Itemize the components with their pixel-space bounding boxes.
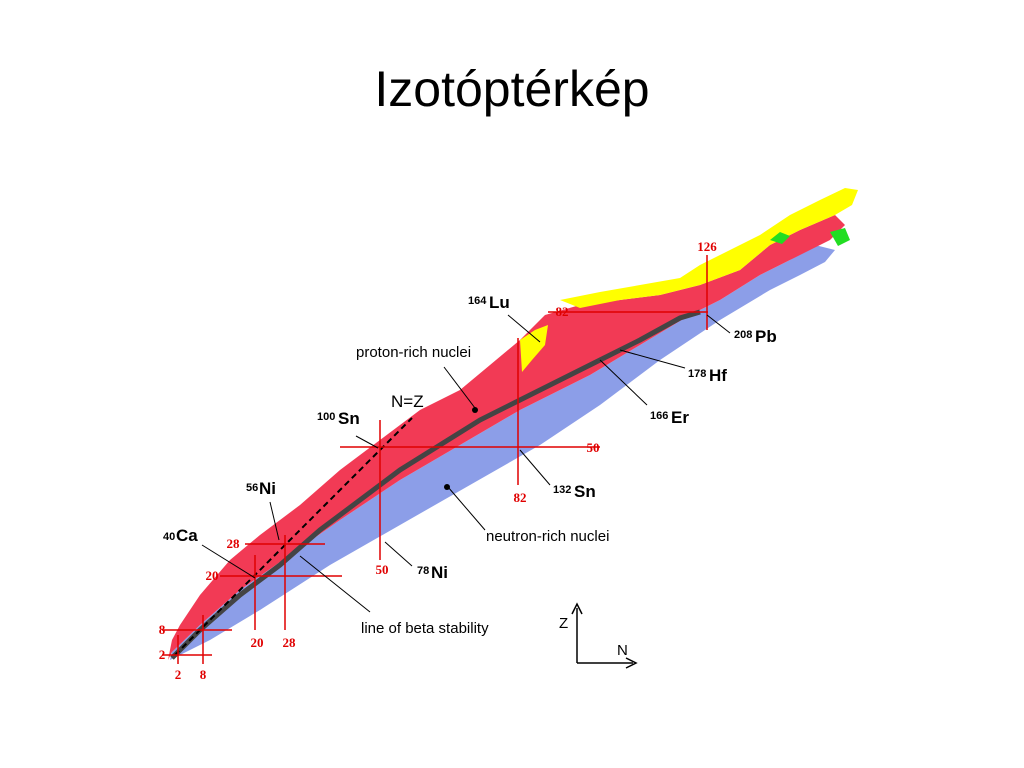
nz-label: N=Z <box>391 392 424 411</box>
magic-n-82: 82 <box>514 490 527 505</box>
magic-n-50: 50 <box>376 562 389 577</box>
magic-z-50: 50 <box>587 440 600 455</box>
svg-text:56: 56 <box>246 482 258 494</box>
svg-text:Sn: Sn <box>338 409 360 428</box>
axis-n-label: N <box>617 642 628 659</box>
neutron-rich-label: neutron-rich nuclei <box>486 528 609 545</box>
nuclide-label-lu164: 164 Lu <box>468 293 510 312</box>
svg-text:132: 132 <box>553 484 571 496</box>
svg-text:Ni: Ni <box>431 563 448 582</box>
green-region <box>770 232 790 244</box>
green-region-2 <box>830 228 850 246</box>
svg-text:Pb: Pb <box>755 327 777 346</box>
nuclide-label-pb208: 208 Pb <box>734 327 777 346</box>
svg-text:Ca: Ca <box>176 526 198 545</box>
neutron-rich-dot <box>444 484 450 490</box>
magic-z-8: 8 <box>159 622 166 637</box>
magic-z-2: 2 <box>159 647 166 662</box>
nuclide-label-sn100: 100 Sn <box>317 409 360 428</box>
nuclide-label-sn132: 132 Sn <box>553 482 596 501</box>
magic-n-20: 20 <box>251 635 264 650</box>
heavy-region <box>560 188 858 308</box>
slide-title: Izotóptérkép <box>374 61 650 117</box>
svg-text:Lu: Lu <box>489 293 510 312</box>
axis-z-label: Z <box>559 615 568 632</box>
heavy-region-left <box>520 325 548 372</box>
magic-n-126: 126 <box>697 239 717 254</box>
svg-text:100: 100 <box>317 411 335 423</box>
proton-rich-region <box>168 215 845 660</box>
svg-text:178: 178 <box>688 368 706 380</box>
proton-rich-dot <box>472 407 478 413</box>
leader-lines <box>201 314 731 613</box>
magic-n-8: 8 <box>200 667 207 682</box>
magic-n-28: 28 <box>283 635 297 650</box>
stability-line <box>170 309 701 660</box>
proton-rich-label: proton-rich nuclei <box>356 344 471 361</box>
svg-text:164: 164 <box>468 295 487 307</box>
nuclide-label-hf178: 178 Hf <box>688 366 727 385</box>
svg-text:Sn: Sn <box>574 482 596 501</box>
axis-indicator <box>571 602 638 669</box>
svg-text:208: 208 <box>734 329 752 341</box>
nuclide-label-ni56: 56 Ni <box>246 479 276 498</box>
beta-line-label: line of beta stability <box>361 620 489 637</box>
magic-n-2: 2 <box>175 667 182 682</box>
nuclide-label-er166: 166 Er <box>650 408 689 427</box>
magic-z-82: 82 <box>556 304 569 319</box>
svg-text:Hf: Hf <box>709 366 727 385</box>
nz-line <box>174 417 413 656</box>
svg-text:78: 78 <box>417 565 429 577</box>
svg-text:40: 40 <box>163 531 175 543</box>
nuclide-label-ca40: 40 Ca <box>163 526 198 545</box>
neutron-rich-region <box>170 245 835 660</box>
svg-text:Er: Er <box>671 408 689 427</box>
magic-z-28: 28 <box>227 536 241 551</box>
svg-text:Ni: Ni <box>259 479 276 498</box>
nuclide-label-ni78: 78 Ni <box>417 563 448 582</box>
svg-text:166: 166 <box>650 410 668 422</box>
magic-z-20: 20 <box>206 568 219 583</box>
magic-lines <box>162 255 708 664</box>
